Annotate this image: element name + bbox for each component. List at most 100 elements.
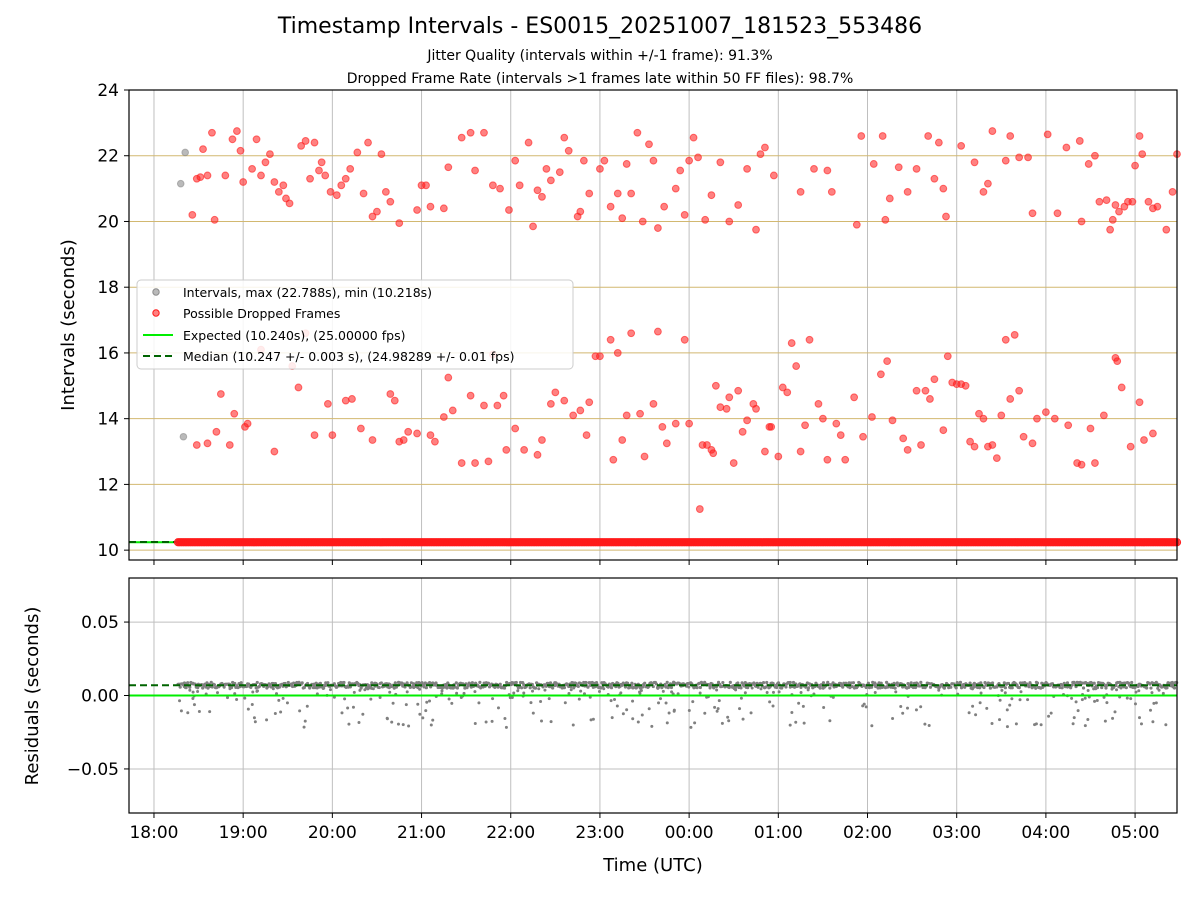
dropped-frame-point [596, 164, 604, 173]
residual-point [689, 725, 693, 729]
dropped-frame-point [894, 163, 903, 172]
dropped-frame-point [810, 164, 818, 173]
residual-point [797, 701, 801, 705]
legend-median-label: Median (10.247 +/- 0.003 s), (24.98289 +… [183, 349, 514, 364]
residual-point [1026, 698, 1030, 702]
dropped-frame-point [992, 454, 1001, 463]
dropped-frame-point [695, 505, 704, 513]
residual-point [1035, 681, 1040, 685]
dropped-frame-point [671, 419, 680, 428]
dropped-frame-point [658, 422, 667, 431]
dropped-frame-point [196, 173, 205, 181]
x-tick-label: 02:00 [843, 823, 892, 843]
dropped-frame-point [1095, 197, 1104, 206]
residual-point [709, 683, 713, 687]
residual-point [569, 688, 573, 692]
residual-point [693, 721, 697, 725]
x-tick-label: 20:00 [308, 823, 357, 843]
dropped-frame-point [734, 201, 743, 209]
residual-point [923, 722, 927, 726]
residual-point [281, 696, 285, 700]
dropped-frame-point [1099, 411, 1108, 420]
dropped-frame-point [1168, 187, 1177, 196]
residual-point [968, 681, 972, 685]
residual-point [563, 701, 567, 705]
bottom-y-axis-label: Residuals (seconds) [22, 607, 43, 786]
residual-point [473, 690, 477, 694]
residual-point [290, 683, 294, 687]
residual-point [404, 703, 408, 707]
residual-point [715, 709, 719, 713]
residual-point [919, 705, 923, 709]
residual-point [257, 684, 261, 689]
residual-point [1047, 714, 1051, 718]
dropped-frame-point [769, 171, 778, 180]
residual-point [726, 715, 730, 719]
residual-point [821, 681, 826, 685]
residual-point [761, 681, 766, 685]
dropped-frame-point [439, 204, 448, 213]
dropped-frame-point [356, 424, 365, 433]
residual-point [594, 680, 599, 685]
dropped-frame-point [199, 145, 207, 154]
residual-point [794, 720, 798, 724]
bottom-y-tick-label: 0.00 [81, 687, 119, 707]
dropped-frame-point [315, 166, 323, 175]
dropped-frame-point [353, 148, 362, 157]
dropped-frame-point [1102, 196, 1111, 205]
dropped-frame-point [1024, 153, 1032, 162]
residual-point [473, 722, 477, 726]
dropped-frame-point [606, 202, 615, 211]
dropped-frame-point [1028, 209, 1037, 218]
dropped-frame-point [622, 160, 631, 168]
residual-point [1005, 725, 1009, 729]
residual-point [577, 697, 581, 701]
residual-point [418, 687, 422, 691]
dropped-frame-point [660, 202, 669, 211]
dropped-frame-point [413, 206, 421, 214]
dropped-frame-point [239, 178, 248, 186]
residual-point [486, 681, 491, 685]
residual-point [1049, 711, 1053, 715]
residual-point [191, 690, 195, 694]
residual-point [407, 724, 411, 728]
dropped-frame-point [943, 352, 952, 361]
residual-point [421, 716, 425, 720]
residual-point [1137, 689, 1141, 693]
dropped-frame-point [381, 187, 390, 196]
dropped-frame-point [576, 207, 585, 216]
residual-point [391, 701, 395, 705]
residual-point [342, 680, 346, 685]
dropped-frame-point [1126, 442, 1135, 451]
residual-point [661, 689, 665, 693]
residual-point [562, 686, 567, 690]
residual-point [1027, 685, 1031, 689]
residual-point [891, 716, 895, 720]
dropped-frame-point [966, 437, 974, 446]
dropped-frame-point [961, 381, 970, 390]
bottom-plot-grid [129, 578, 1177, 813]
residual-point [197, 710, 201, 714]
dropped-frame-point [444, 373, 453, 382]
residual-point [250, 703, 254, 707]
dropped-frame-point [869, 160, 878, 168]
dropped-frame-point [689, 133, 698, 142]
residual-point [616, 681, 620, 685]
x-axis-label: Time (UTC) [602, 855, 703, 876]
residual-point [540, 719, 544, 723]
dropped-frame-point [1131, 161, 1139, 170]
dropped-frame-point [1086, 424, 1095, 433]
dropped-frame-point [489, 181, 497, 190]
residual-point [1017, 686, 1021, 690]
residual-point [609, 699, 613, 703]
residual-point [352, 690, 356, 694]
dropped-frame-point [939, 426, 948, 435]
dropped-frame-point [1153, 202, 1162, 211]
residual-point [623, 685, 628, 689]
dropped-frame-point [203, 439, 212, 448]
dropped-frame-point [934, 138, 943, 147]
residual-point [302, 725, 306, 729]
residual-point [1060, 686, 1064, 690]
dropped-frame-point [680, 335, 689, 344]
dropped-frame-point [1135, 398, 1144, 407]
